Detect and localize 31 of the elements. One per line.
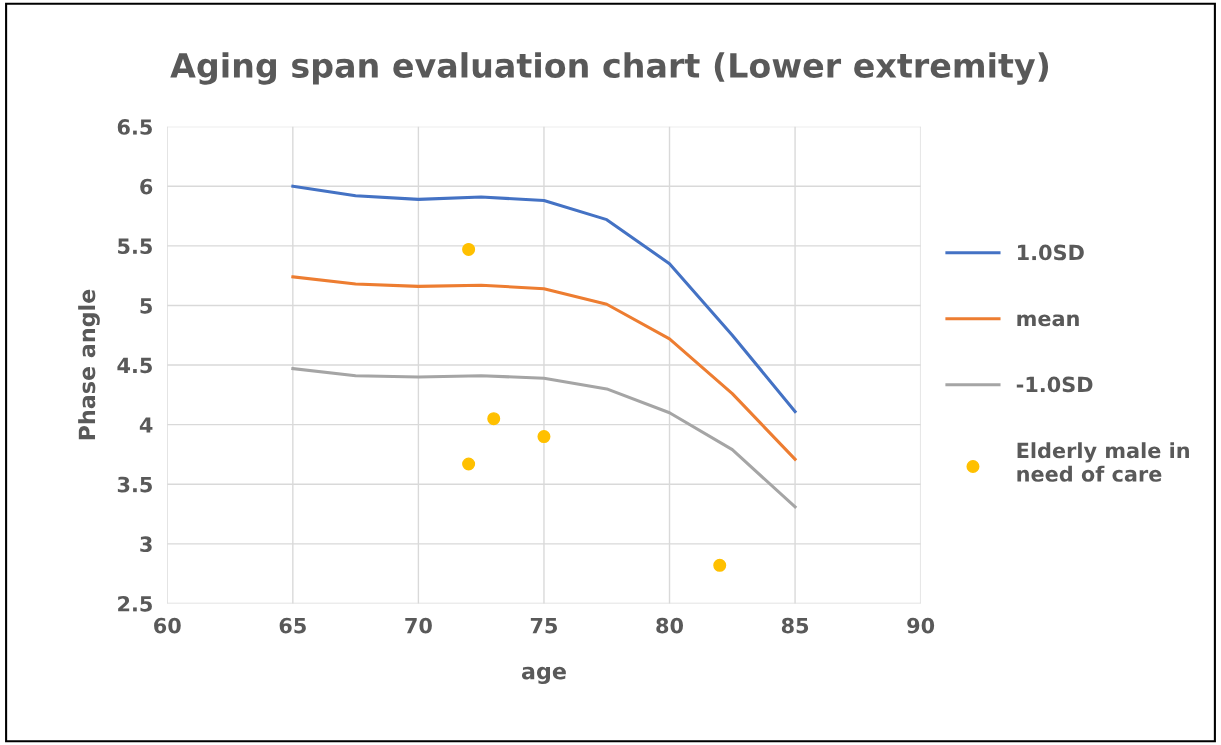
x-tick-label: 85 [781, 617, 809, 634]
y-tick-label: 3.5 [117, 476, 152, 493]
y-tick-label: 5.5 [118, 238, 152, 255]
x-tick-label: 75 [530, 617, 557, 634]
y-axis-title: Phase angle [78, 289, 100, 440]
point [713, 558, 727, 572]
line-series [291, 275, 797, 461]
legend-label: Elderly male in need of care [1017, 442, 1189, 482]
point [462, 242, 476, 256]
line-series [291, 184, 797, 414]
y-tick-label: 5 [140, 298, 152, 314]
y-tick-label: 3 [140, 536, 152, 553]
legend-label: -1.0SD [1016, 376, 1093, 393]
y-tick-label: 6.5 [117, 119, 152, 135]
chart-title: Aging span evaluation chart (Lower extremity) [170, 52, 1049, 85]
y-tick-label: 4.5 [117, 357, 152, 374]
y-tick-label: 2.5 [118, 595, 152, 612]
point [537, 430, 551, 444]
point [462, 457, 476, 471]
y-tick-label: 6 [140, 178, 153, 195]
x-axis-title: age [521, 666, 566, 685]
x-tick-label: 70 [405, 617, 432, 634]
legend-label: mean [1017, 314, 1079, 327]
y-tick-label: 4 [139, 417, 153, 433]
x-tick-label: 60 [154, 617, 181, 634]
line-series [291, 367, 797, 509]
x-tick-label: 65 [279, 617, 306, 634]
legend-label: 1.0SD [1018, 244, 1084, 261]
x-tick-label: 80 [656, 617, 684, 634]
x-tick-label: 90 [907, 617, 935, 634]
point [487, 412, 501, 426]
